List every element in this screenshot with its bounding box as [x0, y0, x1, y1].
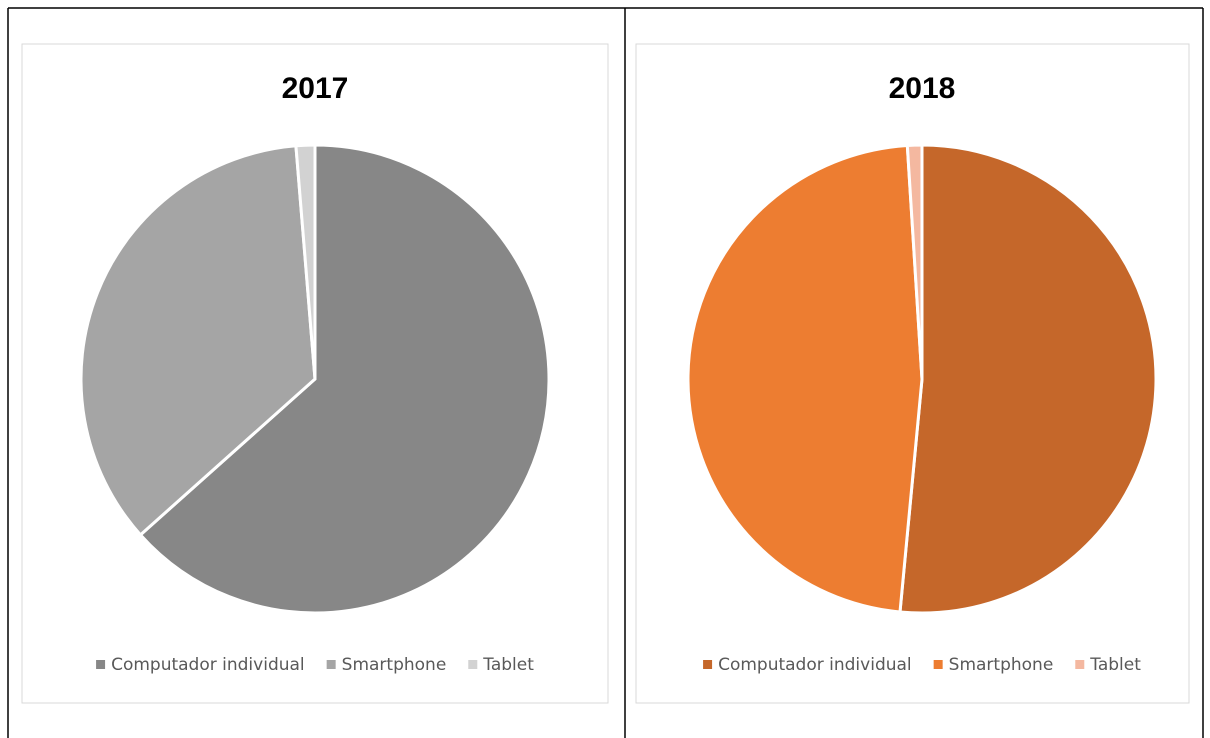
legend-swatch — [468, 660, 478, 669]
legend-label: Computador individual — [111, 655, 305, 675]
pie-slice — [686, 143, 924, 614]
pie-slice — [138, 143, 551, 615]
legend-label: Smartphone — [949, 655, 1054, 675]
pie-slice — [898, 143, 1158, 615]
pie-slice — [905, 143, 924, 381]
legend-swatch — [1075, 660, 1085, 669]
legend-swatch — [326, 660, 336, 669]
legend-swatch — [96, 660, 106, 669]
legend-label: Smartphone — [342, 655, 447, 675]
chart-title: 2018 — [889, 72, 956, 105]
legend-label: Tablet — [1089, 655, 1141, 675]
chart-title: 2017 — [282, 72, 349, 105]
chart-box — [21, 43, 609, 704]
legend-label: Tablet — [482, 655, 534, 675]
legend-swatch — [933, 660, 943, 669]
legend-swatch — [703, 660, 713, 669]
pie-slice — [294, 143, 317, 381]
legend-label: Computador individual — [718, 655, 912, 675]
chart-box — [635, 43, 1190, 704]
pie-slice — [79, 144, 317, 537]
